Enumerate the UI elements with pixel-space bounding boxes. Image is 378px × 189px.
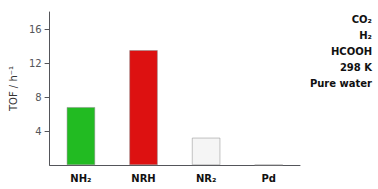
svg-text:NRH: NRH xyxy=(131,173,155,184)
svg-text:H₂: H₂ xyxy=(359,30,372,41)
svg-text:Pure water: Pure water xyxy=(310,78,372,89)
svg-text:Pd: Pd xyxy=(261,173,276,184)
svg-text:TOF / h⁻¹: TOF / h⁻¹ xyxy=(8,66,19,112)
svg-text:HCOOH: HCOOH xyxy=(331,46,372,57)
svg-text:NH₂: NH₂ xyxy=(70,173,91,184)
svg-text:16: 16 xyxy=(29,24,42,35)
svg-text:8: 8 xyxy=(35,92,41,103)
svg-text:CO₂: CO₂ xyxy=(352,14,372,25)
svg-text:4: 4 xyxy=(35,126,41,137)
svg-text:12: 12 xyxy=(29,58,42,69)
svg-text:298 K: 298 K xyxy=(340,62,373,73)
svg-text:NR₂: NR₂ xyxy=(196,173,216,184)
